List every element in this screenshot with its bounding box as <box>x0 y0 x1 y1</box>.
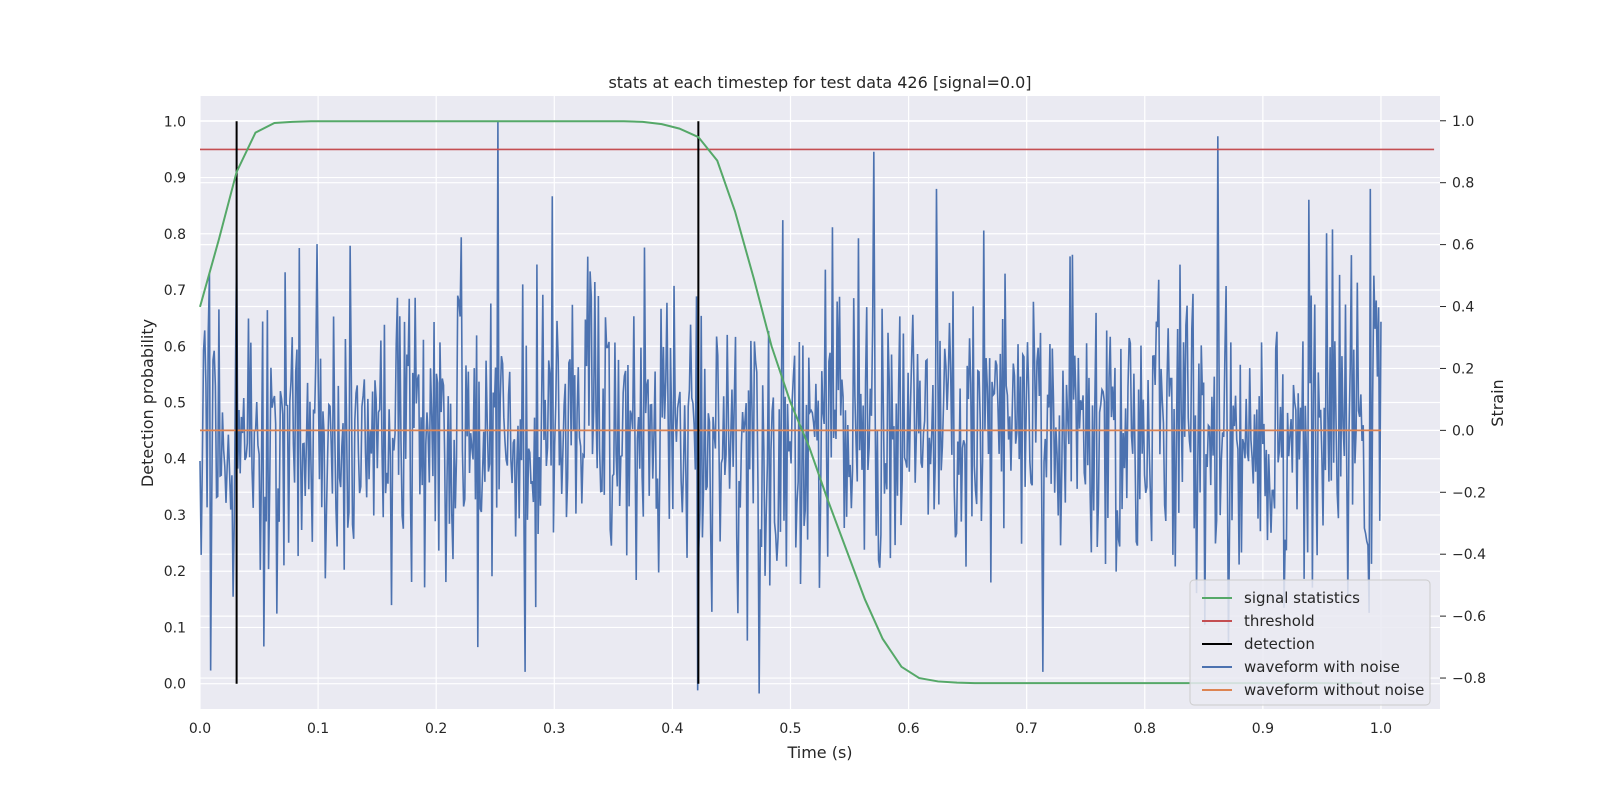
series-line-waveform-with-noise <box>199 120 1382 694</box>
x-tick-label: 0.8 <box>1134 721 1156 737</box>
x-tick-label: 0.9 <box>1252 721 1274 737</box>
chart-title: stats at each timestep for test data 426… <box>608 73 1031 92</box>
y-left-tick-label: 0.3 <box>164 508 186 524</box>
x-tick-label: 0.0 <box>189 721 211 737</box>
y-right-tick-label: 0.2 <box>1452 361 1474 377</box>
y-axis-right-label: Strain <box>1488 379 1507 426</box>
y-right-tick-label: −0.2 <box>1452 485 1486 501</box>
y-left-tick-label: 1.0 <box>164 114 186 130</box>
x-tick-label: 0.1 <box>307 721 329 737</box>
y-axis-left-label: Detection probability <box>138 319 157 487</box>
y-left-tick-label: 0.1 <box>164 620 186 636</box>
x-tick-label: 0.3 <box>543 721 565 737</box>
x-tick-label: 0.2 <box>425 721 447 737</box>
y-left-tick-label: 0.9 <box>164 171 186 187</box>
x-axis-label: Time (s) <box>786 743 852 762</box>
y-right-tick-label: 0.6 <box>1452 238 1474 254</box>
series-line-signal-statistics <box>199 120 1363 685</box>
x-tick-label: 1.0 <box>1370 721 1392 737</box>
y-right-tick-label: 0.0 <box>1452 423 1474 439</box>
y-right-tick-label: −0.8 <box>1452 671 1486 687</box>
y-left-tick-label: 0.7 <box>164 283 186 299</box>
y-right-tick-label: 0.8 <box>1452 176 1474 192</box>
legend-box <box>1189 579 1431 706</box>
x-tick-label: 0.4 <box>661 721 683 737</box>
legend-label: waveform without noise <box>1244 681 1424 699</box>
y-right-tick-label: 1.0 <box>1452 114 1474 130</box>
x-tick-label: 0.5 <box>779 721 801 737</box>
y-left-tick-label: 0.5 <box>164 396 186 412</box>
y-left-tick-label: 0.4 <box>164 452 186 468</box>
legend-label: waveform with noise <box>1244 658 1400 676</box>
x-tick-label: 0.7 <box>1016 721 1038 737</box>
series-group <box>199 120 1435 694</box>
x-tick-label: 0.6 <box>897 721 919 737</box>
y-left-tick-label: 0.0 <box>164 677 186 693</box>
y-right-tick-label: −0.4 <box>1452 547 1486 563</box>
y-left-tick-label: 0.6 <box>164 339 186 355</box>
y-left-tick-label: 0.2 <box>164 564 186 580</box>
y-left-tick-label: 0.8 <box>164 227 186 243</box>
legend: signal statistics threshold detection wavef… <box>1189 579 1431 706</box>
y-right-tick-label: 0.4 <box>1452 300 1474 316</box>
y-right-tick-label: −0.6 <box>1452 609 1486 625</box>
legend-label: detection <box>1244 635 1315 653</box>
legend-label: threshold <box>1244 612 1315 630</box>
axes-group: 0.0 0.1 0.2 0.3 0.4 0.5 0.6 0.7 0.8 0.9 1.0 0.0 0.1 0… <box>164 114 1486 737</box>
legend-label: signal statistics <box>1244 589 1360 607</box>
